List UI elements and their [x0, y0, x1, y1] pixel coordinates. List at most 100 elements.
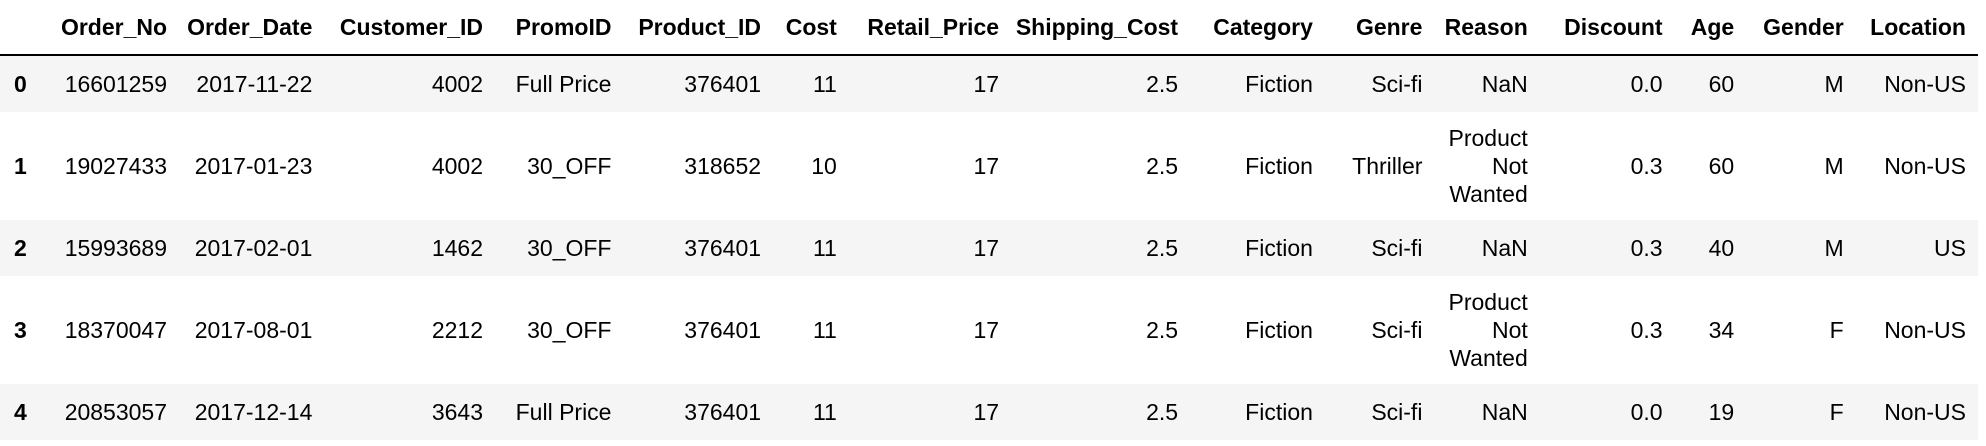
cell-cost: 11 — [812, 71, 837, 97]
cell-shipping-cost: 2.5 — [1146, 71, 1179, 97]
cell-reason-line: Wanted — [1449, 345, 1528, 371]
cell-reason-line: Wanted — [1449, 181, 1528, 207]
cell-promoid: 30_OFF — [527, 153, 612, 179]
cell-cost: 11 — [812, 317, 837, 343]
cell-age: 34 — [1708, 317, 1735, 343]
column-header-genre: Genre — [1324, 0, 1435, 56]
cell-age: 60 — [1708, 71, 1735, 97]
cell-shipping-cost: 2.5 — [1146, 235, 1179, 261]
cell-product-id: 376401 — [684, 71, 762, 97]
cell-reason: NaN — [1434, 220, 1539, 276]
cell-category: Fiction — [1245, 317, 1313, 343]
cell-product-id: 318652 — [684, 153, 762, 179]
cell-customer-id: 4002 — [431, 71, 483, 97]
table-body: 0 16601259 2017-11-22 4002 Full Price 37… — [0, 55, 1978, 440]
cell-genre: Sci-fi — [1371, 71, 1423, 97]
cell-order-no: 20853057 — [64, 399, 168, 425]
cell-reason: NaN — [1434, 384, 1539, 440]
header-row: Order_No Order_Date Customer_ID PromoID … — [0, 0, 1978, 56]
cell-promoid: 30_OFF — [527, 235, 612, 261]
cell-discount: 0.3 — [1630, 153, 1663, 179]
table-row: 4 20853057 2017-12-14 3643 Full Price 37… — [0, 384, 1978, 440]
table-header: Order_No Order_Date Customer_ID PromoID … — [0, 0, 1978, 56]
column-header-index — [0, 0, 41, 56]
column-header-retail-price: Retail_Price — [848, 0, 1012, 56]
cell-location: US — [1934, 235, 1966, 261]
cell-category: Fiction — [1245, 399, 1313, 425]
table-row: 2 15993689 2017-02-01 1462 30_OFF 376401… — [0, 220, 1978, 276]
cell-reason-line: NaN — [1481, 399, 1528, 425]
cell-reason: Product Not Wanted — [1434, 276, 1539, 384]
cell-shipping-cost: 2.5 — [1146, 399, 1179, 425]
cell-reason-line: Not — [1491, 317, 1528, 343]
row-index: 2 — [14, 234, 27, 261]
cell-product-id: 376401 — [684, 317, 762, 343]
cell-order-date: 2017-11-22 — [196, 71, 313, 97]
cell-discount: 0.0 — [1630, 399, 1663, 425]
cell-cost: 11 — [812, 399, 837, 425]
row-index: 0 — [14, 70, 27, 97]
cell-gender: M — [1824, 153, 1844, 179]
cell-gender: F — [1829, 399, 1844, 425]
table-row: 1 19027433 2017-01-23 4002 30_OFF 318652… — [0, 112, 1978, 220]
cell-customer-id: 1462 — [431, 235, 483, 261]
column-header-discount: Discount — [1539, 0, 1675, 56]
cell-promoid: Full Price — [515, 71, 612, 97]
cell-retail-price: 17 — [973, 153, 1000, 179]
cell-product-id: 376401 — [684, 235, 762, 261]
cell-gender: M — [1824, 235, 1844, 261]
column-header-category: Category — [1190, 0, 1325, 56]
column-header-product-id: Product_ID — [623, 0, 774, 56]
cell-order-no: 18370047 — [64, 317, 168, 343]
cell-shipping-cost: 2.5 — [1146, 153, 1179, 179]
cell-retail-price: 17 — [973, 399, 1000, 425]
column-header-reason: Reason — [1434, 0, 1540, 56]
cell-genre: Sci-fi — [1371, 235, 1423, 261]
cell-discount: 0.0 — [1630, 71, 1663, 97]
cell-customer-id: 4002 — [431, 153, 483, 179]
cell-location: Non-US — [1884, 71, 1966, 97]
cell-order-date: 2017-02-01 — [194, 235, 313, 261]
cell-promoid: 30_OFF — [527, 317, 612, 343]
column-header-order-no: Order_No — [40, 0, 180, 56]
cell-order-no: 19027433 — [64, 153, 168, 179]
cell-location: Non-US — [1884, 153, 1966, 179]
cell-reason: NaN — [1434, 55, 1539, 112]
cell-discount: 0.3 — [1630, 235, 1663, 261]
cell-reason-line: Not — [1491, 153, 1528, 179]
cell-reason-line: NaN — [1481, 235, 1528, 261]
cell-category: Fiction — [1245, 71, 1313, 97]
column-header-cost: Cost — [773, 0, 849, 56]
cell-reason-line: Product — [1448, 125, 1528, 151]
cell-genre: Thriller — [1352, 153, 1423, 179]
cell-age: 19 — [1708, 399, 1735, 425]
column-header-age: Age — [1674, 0, 1747, 56]
column-header-order-date: Order_Date — [179, 0, 325, 56]
table-row: 0 16601259 2017-11-22 4002 Full Price 37… — [0, 55, 1978, 112]
cell-order-date: 2017-12-14 — [194, 399, 313, 425]
column-header-location: Location — [1855, 0, 1978, 56]
column-header-shipping-cost: Shipping_Cost — [1011, 0, 1191, 56]
column-header-gender: Gender — [1746, 0, 1856, 56]
table-row: 3 18370047 2017-08-01 2212 30_OFF 376401… — [0, 276, 1978, 384]
cell-reason: Product Not Wanted — [1434, 112, 1539, 220]
cell-discount: 0.3 — [1630, 317, 1663, 343]
column-header-promoid: PromoID — [495, 0, 624, 56]
cell-order-no: 16601259 — [64, 71, 168, 97]
cell-location: Non-US — [1884, 317, 1966, 343]
cell-age: 40 — [1708, 235, 1735, 261]
cell-customer-id: 3643 — [431, 399, 483, 425]
cell-genre: Sci-fi — [1371, 399, 1423, 425]
cell-customer-id: 2212 — [431, 317, 483, 343]
row-index: 1 — [14, 152, 27, 179]
cell-retail-price: 17 — [973, 235, 1000, 261]
cell-order-date: 2017-08-01 — [194, 317, 313, 343]
cell-gender: F — [1829, 317, 1844, 343]
cell-retail-price: 17 — [973, 317, 1000, 343]
cell-retail-price: 17 — [973, 71, 1000, 97]
cell-location: Non-US — [1884, 399, 1966, 425]
cell-promoid: Full Price — [515, 399, 612, 425]
cell-shipping-cost: 2.5 — [1146, 317, 1179, 343]
